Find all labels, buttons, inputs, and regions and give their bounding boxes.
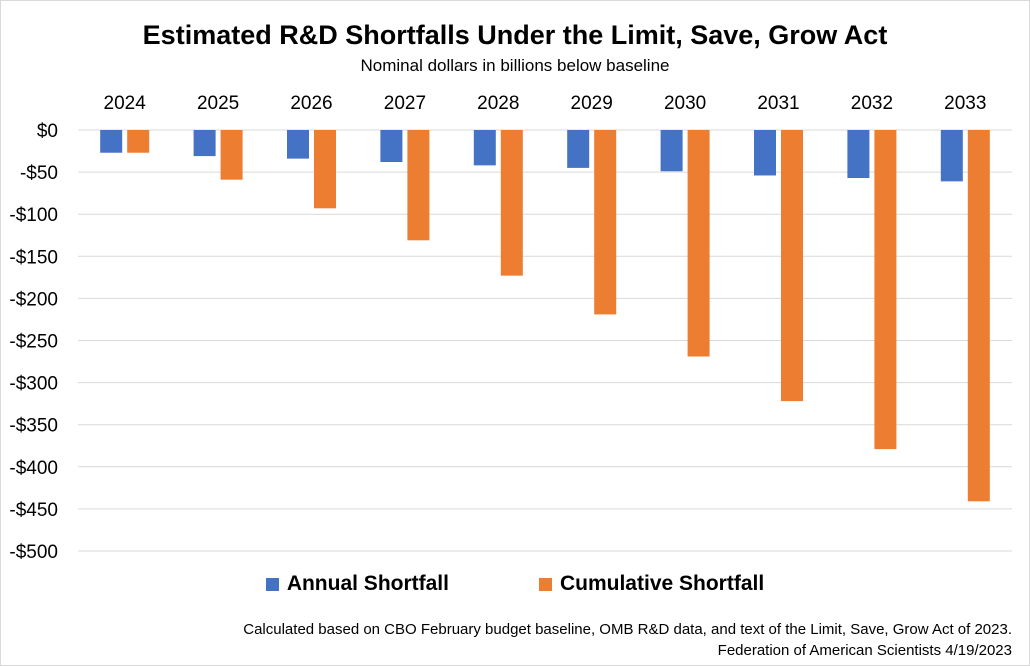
bar-cumulative (594, 130, 617, 315)
bar-annual (940, 130, 963, 182)
legend-item-cumulative: Cumulative Shortfall (538, 572, 765, 596)
bar-annual (847, 130, 870, 178)
bar-annual (193, 130, 216, 157)
x-tick-label: 2026 (290, 93, 332, 114)
y-tick-label: -$350 (9, 416, 58, 437)
x-tick-label: 2031 (757, 93, 799, 114)
bar-annual (287, 130, 309, 159)
y-tick-label: -$300 (9, 374, 58, 395)
y-tick-label: -$250 (9, 332, 58, 353)
bar-cumulative (874, 130, 897, 450)
legend: Annual Shortfall Cumulative Shortfall (0, 572, 1030, 596)
bar-annual (660, 130, 683, 172)
legend-label-cumulative: Cumulative Shortfall (559, 572, 765, 595)
bar-cumulative (967, 130, 990, 502)
legend-swatch-annual (265, 577, 279, 591)
y-tick-label: -$500 (9, 542, 58, 563)
bar-annual (567, 130, 590, 168)
x-tick-label: 2027 (384, 93, 426, 114)
legend-label-annual: Annual Shortfall (286, 572, 449, 595)
bar-annual (754, 130, 776, 176)
chart-subtitle: Nominal dollars in billions below baseli… (360, 56, 670, 75)
bar-annual (473, 130, 496, 166)
x-tick-label: 2032 (851, 93, 893, 114)
bar-annual (100, 130, 123, 153)
x-tick-label: 2024 (104, 93, 147, 114)
y-tick-label: -$450 (9, 500, 58, 521)
y-tick-label: -$400 (9, 458, 58, 479)
y-tick-label: -$200 (9, 289, 58, 310)
bar-cumulative (687, 130, 710, 357)
x-tick-label: 2025 (197, 93, 239, 114)
bar-cumulative (500, 130, 523, 276)
x-tick-label: 2033 (944, 93, 986, 114)
y-tick-label: -$100 (9, 205, 58, 226)
y-tick-label: -$150 (9, 247, 58, 268)
bar-cumulative (127, 130, 150, 153)
bar-annual (380, 130, 403, 162)
y-tick-label: $0 (37, 121, 58, 142)
bar-cumulative (407, 130, 430, 241)
legend-swatch-cumulative (538, 577, 552, 591)
footnote-credit: Federation of American Scientists 4/19/2… (717, 642, 1012, 659)
bar-cumulative (314, 130, 336, 209)
bar-cumulative (781, 130, 803, 402)
footnote-source: Calculated based on CBO February budget … (243, 621, 1012, 638)
x-tick-label: 2029 (571, 93, 613, 114)
y-tick-label: -$50 (20, 163, 58, 184)
legend-item-annual: Annual Shortfall (265, 572, 449, 596)
bar-cumulative (220, 130, 243, 180)
chart-title: Estimated R&D Shortfalls Under the Limit… (142, 20, 888, 50)
x-tick-label: 2030 (664, 93, 706, 114)
x-tick-label: 2028 (477, 93, 519, 114)
